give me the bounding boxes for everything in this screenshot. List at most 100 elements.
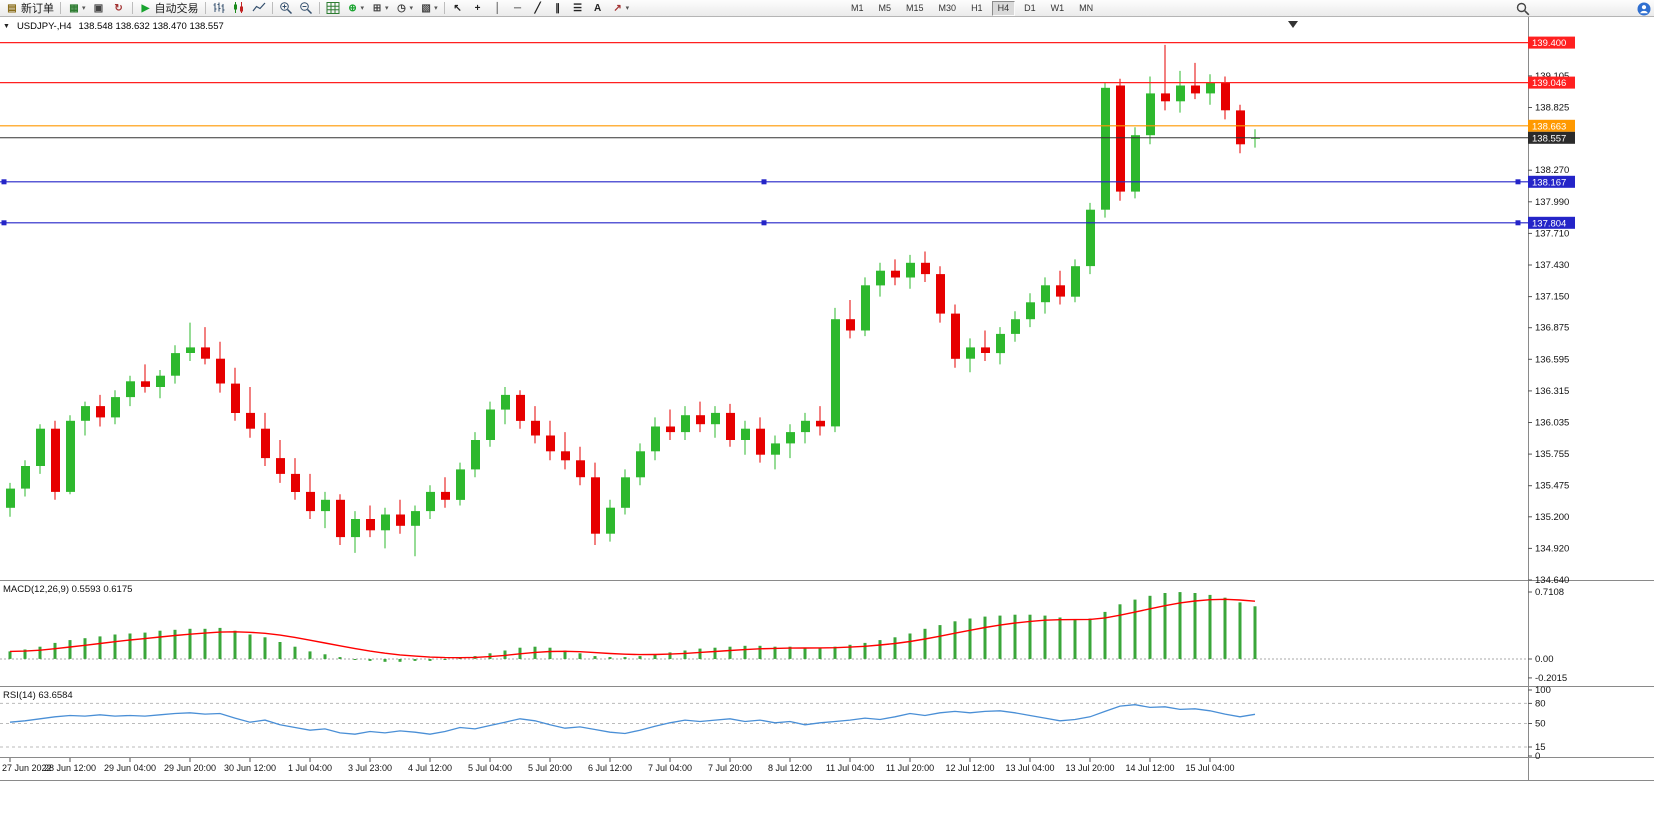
macd-histogram-bar: [923, 628, 927, 659]
horizontal-line-button[interactable]: ─: [509, 1, 527, 16]
macd-histogram-bar: [323, 654, 327, 659]
timeframe-h1-button[interactable]: H1: [971, 3, 983, 13]
macd-histogram-bar: [983, 616, 987, 659]
svg-text:4 Jul 12:00: 4 Jul 12:00: [408, 763, 452, 773]
svg-text:136.035: 136.035: [1535, 418, 1569, 429]
macd-histogram-bar: [668, 652, 672, 659]
channel-icon: ∥: [555, 2, 561, 14]
hline-138.167[interactable]: [0, 179, 1528, 185]
add-indicator-button[interactable]: ⊞ ▾: [368, 1, 391, 16]
price-badge-138.167: 138.167: [1528, 175, 1575, 188]
chart-window-button[interactable]: ▣: [90, 1, 108, 16]
indicators-icon: ⊕: [348, 2, 357, 14]
new-order-button[interactable]: ▤ 新订单: [3, 1, 56, 16]
price-badge-138.663: 138.663: [1528, 119, 1575, 132]
macd-histogram-bar: [398, 659, 402, 662]
ohlc-toggle-icon[interactable]: ▼: [3, 23, 10, 30]
fibonacci-button[interactable]: ☰: [569, 1, 587, 16]
macd-histogram-bar: [353, 659, 357, 660]
timeframe-h4-button[interactable]: H4: [991, 1, 1016, 16]
macd-histogram-bar: [233, 630, 237, 659]
price-badge-137.804: 137.804: [1528, 216, 1575, 229]
templates-button[interactable]: ▧ ▾: [417, 1, 440, 16]
timeframe-mn-button[interactable]: MN: [1079, 3, 1094, 13]
text-tool-button[interactable]: A: [589, 1, 607, 16]
macd-histogram-bar: [653, 654, 657, 659]
hline-137.804[interactable]: [0, 220, 1528, 226]
macd-histogram-bar: [218, 627, 222, 659]
autotrading-button[interactable]: ▶ 自动交易: [137, 1, 201, 16]
indicators-dropdown-icon[interactable]: ▾: [360, 5, 365, 12]
vertical-line-button[interactable]: │: [489, 1, 507, 16]
macd-histogram-bar: [728, 646, 732, 659]
channel-button[interactable]: ∥: [549, 1, 567, 16]
macd-indicator-label: MACD(12,26,9) 0.5593 0.6175: [3, 584, 133, 595]
templates-dropdown-icon[interactable]: ▾: [434, 5, 438, 12]
svg-text:0.00: 0.00: [1535, 654, 1554, 665]
new-chart-button[interactable]: ▦ ▾: [65, 1, 88, 16]
macd-histogram-bar: [548, 647, 552, 659]
macd-histogram-bar: [848, 644, 852, 659]
macd-histogram-bar: [1193, 593, 1197, 659]
svg-text:137.710: 137.710: [1535, 228, 1569, 239]
candles: [6, 44, 1260, 557]
macd-histogram-bar: [158, 630, 162, 659]
svg-text:7 Jul 04:00: 7 Jul 04:00: [648, 763, 692, 773]
crosshair-button[interactable]: +: [469, 1, 487, 16]
macd-histogram-bar: [203, 628, 207, 659]
macd-histogram-bar: [143, 632, 147, 659]
macd-histogram-bar: [128, 633, 132, 659]
account-button[interactable]: [1635, 1, 1653, 16]
timeframe-m30-button[interactable]: M30: [938, 3, 957, 13]
rsi-panel: 100 80 50 150: [0, 685, 1551, 762]
svg-text:1 Jul 04:00: 1 Jul 04:00: [288, 763, 332, 773]
timeframe-m5-button[interactable]: M5: [878, 3, 892, 13]
timeframe-d1-button[interactable]: D1: [1024, 3, 1036, 13]
timeframe-m15-button[interactable]: M15: [906, 3, 924, 13]
zoom-out-button[interactable]: [297, 1, 315, 16]
grid-button[interactable]: [324, 1, 342, 16]
line-chart-icon: [252, 2, 265, 12]
macd-histogram-bar: [1208, 594, 1212, 659]
ohlc-bars-button[interactable]: [210, 1, 228, 16]
timeframe-m1-button[interactable]: M1: [851, 3, 864, 13]
svg-text:7 Jul 20:00: 7 Jul 20:00: [708, 763, 752, 773]
macd-histogram-bar: [263, 637, 267, 659]
zoom-out-icon: [299, 2, 312, 15]
arrows-dropdown-icon[interactable]: ▾: [625, 5, 630, 12]
periods-dropdown-icon[interactable]: ▾: [409, 5, 414, 12]
macd-histogram-bar: [1238, 602, 1242, 659]
price-axis[interactable]: 139.105 138.825 138.270 137.990 137.710 137.4…: [1528, 71, 1569, 586]
zoom-in-button[interactable]: [277, 1, 295, 16]
macd-histogram-bar: [893, 637, 897, 659]
svg-text:138.557: 138.557: [1532, 133, 1566, 144]
line-chart-button[interactable]: [250, 1, 268, 16]
macd-histogram-bar: [608, 657, 612, 659]
svg-text:139.046: 139.046: [1532, 78, 1566, 89]
toolbar-separator: [204, 2, 206, 14]
candlesticks-button[interactable]: [230, 1, 248, 16]
macd-histogram-bar: [458, 658, 462, 659]
grid-icon: [326, 2, 340, 14]
periods-button[interactable]: ◷ ▾: [393, 1, 416, 16]
macd-histogram-bar: [623, 657, 627, 659]
svg-text:137.150: 137.150: [1535, 292, 1569, 303]
svg-text:136.315: 136.315: [1535, 386, 1569, 397]
svg-text:136.595: 136.595: [1535, 354, 1569, 365]
timeframe-w1-button[interactable]: W1: [1050, 3, 1065, 13]
refresh-icon: ↻: [114, 2, 123, 14]
macd-histogram-bar: [1163, 593, 1167, 659]
refresh-button[interactable]: ↻: [110, 1, 128, 16]
trendline-button[interactable]: ╱: [529, 1, 547, 16]
indicators-button[interactable]: ⊕ ▾: [344, 1, 367, 16]
vertical-line-icon: │: [494, 2, 501, 14]
arrows-button[interactable]: ↗ ▾: [609, 1, 632, 16]
add-indicator-dropdown-icon[interactable]: ▾: [385, 5, 389, 12]
toolbar-separator: [131, 2, 133, 14]
new-chart-dropdown-icon[interactable]: ▾: [82, 5, 86, 12]
chart-shift-marker[interactable]: [1288, 21, 1298, 28]
search-button[interactable]: [1514, 1, 1532, 16]
macd-histogram-bar: [593, 656, 597, 659]
cursor-button[interactable]: ↖: [449, 1, 467, 16]
